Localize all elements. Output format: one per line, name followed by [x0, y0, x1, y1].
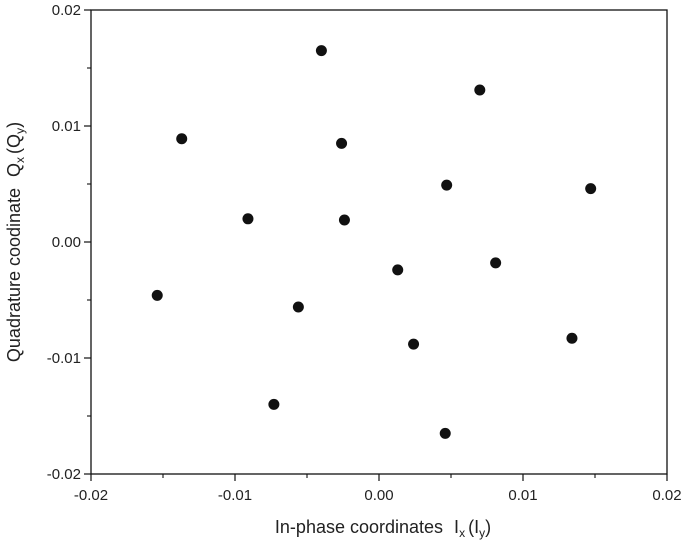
x-axis-title-main: In-phase coordinates: [275, 517, 443, 537]
y-tick-label: -0.01: [47, 350, 81, 367]
x-tick-label: 0.02: [652, 487, 681, 504]
data-point: [408, 338, 420, 350]
data-point: [151, 289, 163, 301]
y-tick-label: 0.01: [52, 118, 81, 135]
data-point: [474, 84, 486, 96]
data-point: [585, 183, 597, 195]
y-axis: -0.02 -0.01 0.00 0.01 0.02: [47, 2, 91, 483]
data-points: [151, 45, 597, 439]
data-point: [490, 257, 502, 269]
x-tick-label: -0.02: [74, 487, 108, 504]
data-point: [566, 332, 578, 344]
x-tick-label: 0.00: [364, 487, 393, 504]
plot-border: [90, 9, 668, 475]
data-point: [336, 137, 348, 149]
x-axis: -0.02 -0.01 0.00 0.01 0.02: [74, 474, 682, 504]
data-point: [242, 213, 254, 225]
data-point: [439, 427, 451, 439]
x-axis-title: In-phase coordinates Ix (Iy): [275, 517, 491, 540]
data-point: [392, 264, 404, 276]
plot-area: [90, 9, 668, 475]
y-axis-title-main: Quadrature coodinate: [4, 188, 24, 362]
y-tick-label: -0.02: [47, 466, 81, 483]
data-point: [338, 214, 350, 226]
x-tick-label: 0.01: [508, 487, 537, 504]
data-point: [441, 179, 453, 191]
data-point: [176, 133, 188, 145]
data-point: [292, 301, 304, 313]
x-tick-label: -0.01: [218, 487, 252, 504]
y-axis-title: Quadrature coodinate Qx(Qy): [4, 122, 27, 362]
y-tick-label: 0.02: [52, 2, 81, 19]
data-point: [315, 45, 327, 57]
y-tick-label: 0.00: [52, 234, 81, 251]
data-point: [268, 398, 280, 410]
